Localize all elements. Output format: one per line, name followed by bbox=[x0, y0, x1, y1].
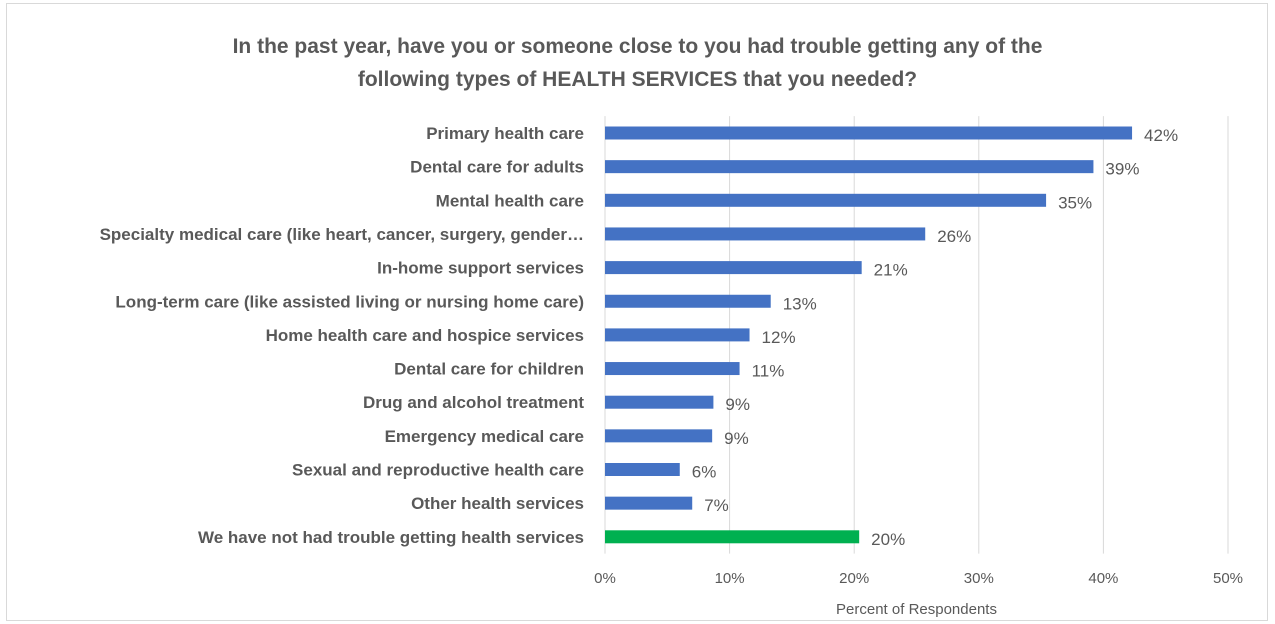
bar bbox=[605, 429, 713, 443]
category-label: In-home support services bbox=[377, 259, 584, 278]
data-label: 42% bbox=[1144, 126, 1178, 145]
category-label: Other health services bbox=[411, 494, 584, 513]
category-label: Mental health care bbox=[436, 191, 584, 210]
bar bbox=[605, 395, 714, 409]
chart-frame bbox=[6, 3, 1268, 621]
bar bbox=[605, 328, 750, 342]
data-label: 6% bbox=[692, 463, 717, 482]
bar bbox=[605, 294, 771, 308]
category-label: Dental care for children bbox=[394, 360, 584, 379]
data-label: 20% bbox=[871, 530, 905, 549]
x-axis-title: Percent of Respondents bbox=[836, 601, 997, 618]
x-tick-label: 0% bbox=[594, 570, 616, 587]
data-label: 13% bbox=[783, 294, 817, 313]
bar bbox=[605, 362, 740, 376]
bar bbox=[605, 463, 680, 476]
data-label: 7% bbox=[704, 496, 729, 515]
bar bbox=[605, 126, 1133, 140]
data-label: 26% bbox=[937, 227, 971, 246]
bar bbox=[605, 160, 1094, 174]
bar bbox=[605, 496, 693, 510]
x-tick-label: 40% bbox=[1088, 570, 1118, 587]
data-label: 21% bbox=[874, 261, 908, 280]
bar bbox=[605, 261, 862, 275]
data-label: 9% bbox=[725, 395, 750, 414]
data-label: 35% bbox=[1058, 193, 1092, 212]
category-label: Sexual and reproductive health care bbox=[292, 461, 584, 480]
category-label: Emergency medical care bbox=[385, 427, 584, 446]
bar bbox=[605, 193, 1047, 207]
x-tick-label: 30% bbox=[964, 570, 994, 587]
data-label: 39% bbox=[1105, 160, 1139, 179]
data-label: 9% bbox=[724, 429, 749, 448]
category-label: Dental care for adults bbox=[410, 158, 584, 177]
x-tick-label: 50% bbox=[1213, 570, 1243, 587]
chart-title: In the past year, have you or someone cl… bbox=[232, 35, 1043, 91]
category-label: Home health care and hospice services bbox=[266, 326, 584, 345]
category-label: Specialty medical care (like heart, canc… bbox=[100, 225, 584, 244]
x-tick-label: 20% bbox=[839, 570, 869, 587]
data-label: 11% bbox=[752, 362, 785, 381]
data-label: 12% bbox=[762, 328, 796, 347]
x-tick-label: 10% bbox=[715, 570, 745, 587]
category-label: We have not had trouble getting health s… bbox=[198, 528, 584, 547]
bar bbox=[605, 227, 926, 241]
category-label: Drug and alcohol treatment bbox=[363, 393, 584, 412]
bar bbox=[605, 530, 860, 544]
category-label: Long-term care (like assisted living or … bbox=[115, 292, 584, 311]
category-label: Primary health care bbox=[426, 124, 584, 143]
